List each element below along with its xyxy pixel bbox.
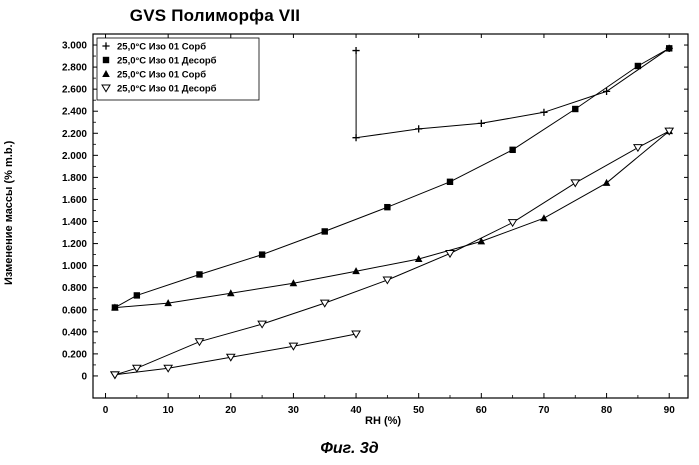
data-point-s4 (446, 251, 454, 258)
y-tick-label: 1.800 (62, 173, 87, 184)
data-point-s2 (635, 63, 641, 69)
data-point-s1 (540, 109, 547, 116)
x-tick-label: 80 (601, 405, 613, 416)
data-point-s2 (509, 147, 515, 153)
data-point-s1 (415, 125, 422, 132)
data-point-s1 (352, 47, 359, 54)
data-point-s4 (634, 145, 642, 152)
data-point-s2 (384, 204, 390, 210)
figure-caption: Фиг. 3д (0, 440, 699, 458)
data-point-s2 (322, 228, 328, 234)
x-tick-label: 40 (350, 405, 362, 416)
series-line-3 (115, 131, 669, 308)
data-point-s1 (478, 120, 485, 127)
x-tick-label: 30 (288, 405, 300, 416)
data-point-s3 (540, 214, 548, 221)
y-tick-label: 1.000 (62, 261, 87, 272)
y-tick-label: 0.600 (62, 305, 87, 316)
data-point-s2 (572, 106, 578, 112)
data-point-s2 (196, 271, 202, 277)
legend-label-2: 25,0°C Изо 01 Десорб (117, 56, 217, 67)
data-point-s4 (509, 220, 517, 227)
y-tick-label: 2.400 (62, 107, 87, 118)
x-tick-label: 0 (103, 405, 109, 416)
legend-label-1: 25,0°C Изо 01 Сорб (117, 42, 206, 53)
x-tick-label: 50 (413, 405, 425, 416)
legend-marker-2 (103, 57, 109, 63)
x-tick-label: 20 (225, 405, 237, 416)
y-tick-label: 1.200 (62, 239, 87, 250)
series-line-1 (356, 48, 669, 137)
chart-plot: 0 0.200 0.400 0.600 0.800 1.000 1.200 1.400 1.60… (0, 0, 699, 440)
x-tick-label: 10 (163, 405, 175, 416)
x-tick-label: 70 (538, 405, 550, 416)
data-point-s5 (111, 372, 119, 379)
data-point-s4 (195, 339, 203, 346)
y-tick-label: 1.400 (62, 217, 87, 228)
y-tick-label: 0.800 (62, 283, 87, 294)
data-point-s2 (134, 292, 140, 298)
y-tick-label: 0 (81, 371, 87, 382)
legend-label-3: 25,0°C Изо 01 Сорб (117, 70, 206, 81)
data-point-s1 (352, 134, 359, 141)
legend-label-4: 25,0°C Изо 01 Десорб (117, 84, 217, 95)
x-tick-label: 60 (476, 405, 488, 416)
data-point-s2 (447, 179, 453, 185)
y-tick-label: 0.200 (62, 349, 87, 360)
y-tick-label: 2.200 (62, 129, 87, 140)
y-tick-label: 2.800 (62, 63, 87, 74)
series-line-4 (115, 131, 669, 375)
data-point-s3 (603, 179, 611, 186)
data-point-s4 (571, 180, 579, 187)
y-tick-label: 1.600 (62, 195, 87, 206)
y-tick-label: 2.000 (62, 151, 87, 162)
data-point-s2 (259, 251, 265, 257)
series-line-5 (115, 334, 356, 375)
data-point-s4 (383, 277, 391, 284)
data-point-s2 (666, 45, 672, 51)
x-tick-label: 90 (664, 405, 676, 416)
y-tick-label: 2.600 (62, 85, 87, 96)
y-tick-label: 0.400 (62, 327, 87, 338)
y-tick-label: 3.000 (62, 41, 87, 52)
data-point-s4 (321, 300, 329, 307)
